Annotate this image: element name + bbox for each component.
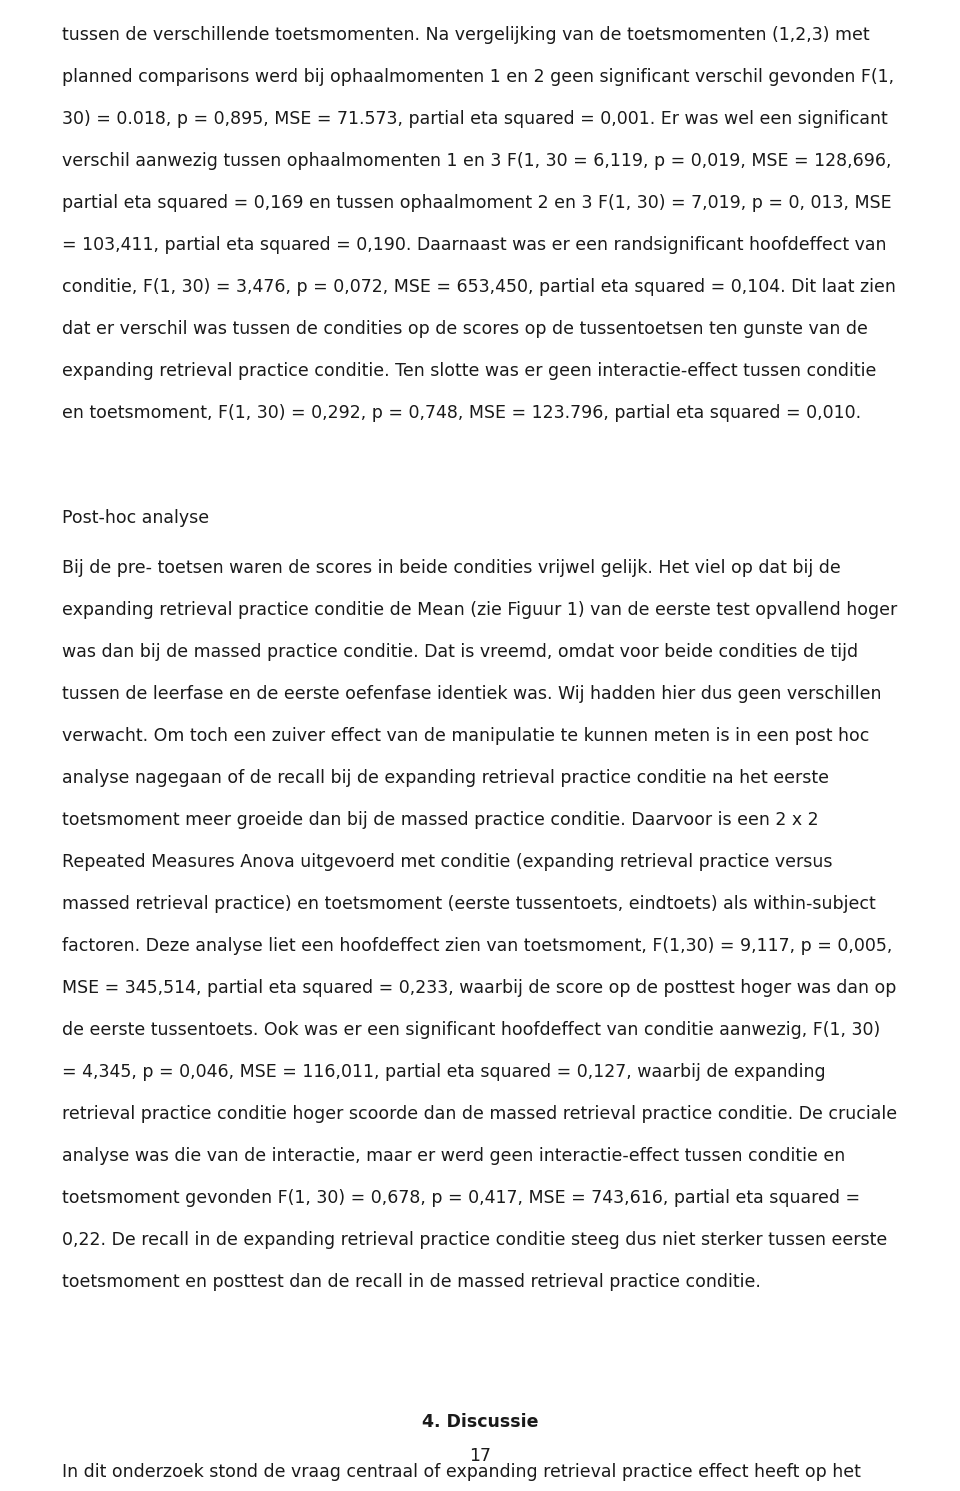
Text: toetsmoment meer groeide dan bij de massed practice conditie. Daarvoor is een 2 : toetsmoment meer groeide dan bij de mass… — [62, 811, 819, 829]
Text: = 4,345, p = 0,046, MSE = 116,011, partial eta squared = 0,127, waarbij de expan: = 4,345, p = 0,046, MSE = 116,011, parti… — [62, 1063, 826, 1081]
Text: 0,22. De recall in de expanding retrieval practice conditie steeg dus niet sterk: 0,22. De recall in de expanding retrieva… — [62, 1232, 887, 1249]
Text: en toetsmoment, F(1, 30) = 0,292, p = 0,748, MSE = 123.796, partial eta squared : en toetsmoment, F(1, 30) = 0,292, p = 0,… — [62, 404, 861, 422]
Text: In dit onderzoek stond de vraag centraal of expanding retrieval practice effect : In dit onderzoek stond de vraag centraal… — [62, 1463, 861, 1481]
Text: Bij de pre- toetsen waren de scores in beide condities vrijwel gelijk. Het viel : Bij de pre- toetsen waren de scores in b… — [62, 559, 841, 577]
Text: analyse nagegaan of de recall bij de expanding retrieval practice conditie na he: analyse nagegaan of de recall bij de exp… — [62, 769, 829, 787]
Text: 30) = 0.018, p = 0,895, MSE = 71.573, partial eta squared = 0,001. Er was wel ee: 30) = 0.018, p = 0,895, MSE = 71.573, pa… — [62, 110, 888, 128]
Text: massed retrieval practice) en toetsmoment (eerste tussentoets, eindtoets) als wi: massed retrieval practice) en toetsmomen… — [62, 895, 876, 912]
Text: de eerste tussentoets. Ook was er een significant hoofdeffect van conditie aanwe: de eerste tussentoets. Ook was er een si… — [62, 1021, 880, 1039]
Text: verschil aanwezig tussen ophaalmomenten 1 en 3 F(1, 30 = 6,119, p = 0,019, MSE =: verschil aanwezig tussen ophaalmomenten … — [62, 152, 892, 170]
Text: conditie, F(1, 30) = 3,476, p = 0,072, MSE = 653,450, partial eta squared = 0,10: conditie, F(1, 30) = 3,476, p = 0,072, M… — [62, 277, 896, 297]
Text: Post-hoc analyse: Post-hoc analyse — [62, 508, 209, 526]
Text: planned comparisons werd bij ophaalmomenten 1 en 2 geen significant verschil gev: planned comparisons werd bij ophaalmomen… — [62, 69, 894, 86]
Text: partial eta squared = 0,169 en tussen ophaalmoment 2 en 3 F(1, 30) = 7,019, p = : partial eta squared = 0,169 en tussen op… — [62, 194, 892, 212]
Text: expanding retrieval practice conditie de Mean (zie Figuur 1) van de eerste test : expanding retrieval practice conditie de… — [62, 601, 898, 619]
Text: 17: 17 — [469, 1446, 491, 1466]
Text: tussen de leerfase en de eerste oefenfase identiek was. Wij hadden hier dus geen: tussen de leerfase en de eerste oefenfas… — [62, 684, 881, 702]
Text: toetsmoment en posttest dan de recall in de massed retrieval practice conditie.: toetsmoment en posttest dan de recall in… — [62, 1273, 761, 1291]
Text: factoren. Deze analyse liet een hoofdeffect zien van toetsmoment, F(1,30) = 9,11: factoren. Deze analyse liet een hoofdeff… — [62, 936, 893, 956]
Text: expanding retrieval practice conditie. Ten slotte was er geen interactie-effect : expanding retrieval practice conditie. T… — [62, 362, 876, 380]
Text: tussen de verschillende toetsmomenten. Na vergelijking van de toetsmomenten (1,2: tussen de verschillende toetsmomenten. N… — [62, 25, 870, 45]
Text: Repeated Measures Anova uitgevoerd met conditie (expanding retrieval practice ve: Repeated Measures Anova uitgevoerd met c… — [62, 853, 832, 871]
Text: analyse was die van de interactie, maar er werd geen interactie-effect tussen co: analyse was die van de interactie, maar … — [62, 1147, 845, 1164]
Text: = 103,411, partial eta squared = 0,190. Daarnaast was er een randsignificant hoo: = 103,411, partial eta squared = 0,190. … — [62, 236, 886, 253]
Text: MSE = 345,514, partial eta squared = 0,233, waarbij de score op de posttest hoge: MSE = 345,514, partial eta squared = 0,2… — [62, 980, 897, 997]
Text: toetsmoment gevonden F(1, 30) = 0,678, p = 0,417, MSE = 743,616, partial eta squ: toetsmoment gevonden F(1, 30) = 0,678, p… — [62, 1188, 860, 1208]
Text: 4. Discussie: 4. Discussie — [421, 1413, 539, 1431]
Text: verwacht. Om toch een zuiver effect van de manipulatie te kunnen meten is in een: verwacht. Om toch een zuiver effect van … — [62, 728, 870, 746]
Text: dat er verschil was tussen de condities op de scores op de tussentoetsen ten gun: dat er verschil was tussen de condities … — [62, 321, 868, 338]
Text: retrieval practice conditie hoger scoorde dan de massed retrieval practice condi: retrieval practice conditie hoger scoord… — [62, 1105, 898, 1123]
Text: was dan bij de massed practice conditie. Dat is vreemd, omdat voor beide conditi: was dan bij de massed practice conditie.… — [62, 643, 858, 661]
